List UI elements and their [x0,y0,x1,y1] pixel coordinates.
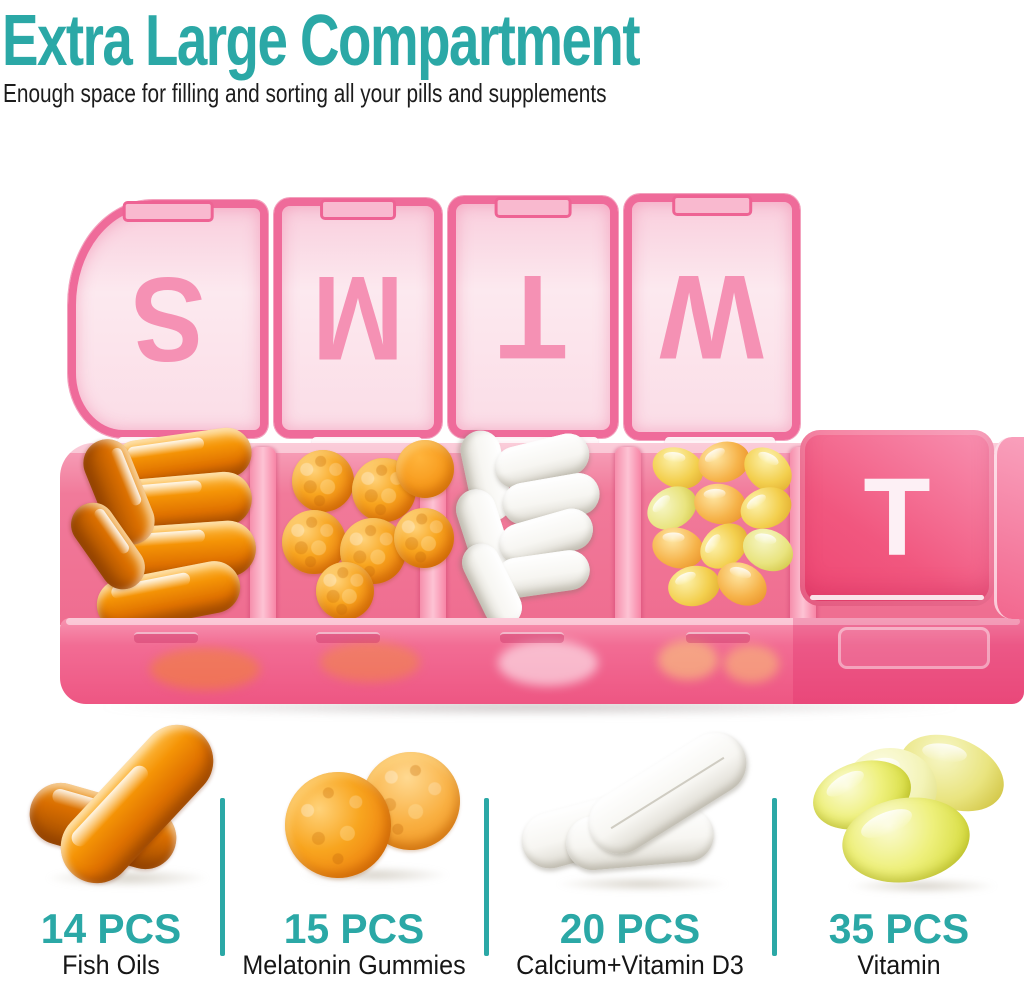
melatonin-gummy [394,508,454,568]
closed-lid-partial [994,437,1024,619]
vitamin-softgel [734,480,798,536]
melatonin-gummy [396,440,454,498]
lid-letter-wednesday: W [659,250,765,384]
callout-name-calcium: Calcium+Vitamin D3 [516,950,744,980]
callout-name-vitamin: Vitamin [857,950,941,980]
latch-slit [686,632,750,643]
open-lid-sunday: S [68,200,268,438]
lid-letter-monday: M [312,251,404,385]
open-lid-monday: M [274,198,442,438]
pill-ghost [320,642,420,682]
compartment-gummies [280,438,454,620]
pill-ghost [658,640,718,680]
compartment-wall [250,447,276,623]
pill-ghost [150,648,260,690]
vitamin-softgel [690,479,750,529]
callout-name-gummies: Melatonin Gummies [242,950,466,980]
lid-letter-tuesday: T [499,250,567,384]
closed-lid-letter: T [863,456,931,579]
closed-latch-pocket [838,627,990,669]
callout-divider [484,798,489,956]
compartment-fish-oils [62,424,258,636]
page-title: Extra Large Compartment [2,1,641,81]
lid-latch [494,197,572,218]
callout-name-fish-oils: Fish Oils [62,950,160,980]
lid-latch [672,195,752,216]
compartment-wall [615,447,641,623]
pill-ghost [498,640,598,686]
melatonin-gummy [292,450,354,512]
open-lid-tuesday: T [448,196,618,438]
latch-slit [134,632,198,643]
melatonin-gummy [316,562,374,620]
lid-latch [122,201,214,222]
closed-lid-thursday: T [800,430,994,606]
photo-shadow [848,878,998,894]
open-lid-wednesday: W [624,194,800,440]
callout-count-fish-oils: 14 PCS [40,905,182,952]
pill-ghost [724,645,779,683]
lid-latch [320,199,396,220]
callout-count-gummies: 15 PCS [283,905,425,952]
latch-slit [500,632,564,643]
lid-letter-sunday: S [131,252,205,386]
compartment-tablets [450,426,615,633]
callout-count-vitamin: 35 PCS [828,905,970,952]
compartment-softgels [639,435,801,622]
page-subtitle: Enough space for filling and sorting all… [3,78,607,108]
callout-count-calcium: 20 PCS [559,905,701,952]
latch-slit [316,632,380,643]
callout-divider [220,798,225,956]
callout-divider [772,798,777,956]
photo-shadow [555,876,730,892]
vitamin-softgel [664,561,724,611]
